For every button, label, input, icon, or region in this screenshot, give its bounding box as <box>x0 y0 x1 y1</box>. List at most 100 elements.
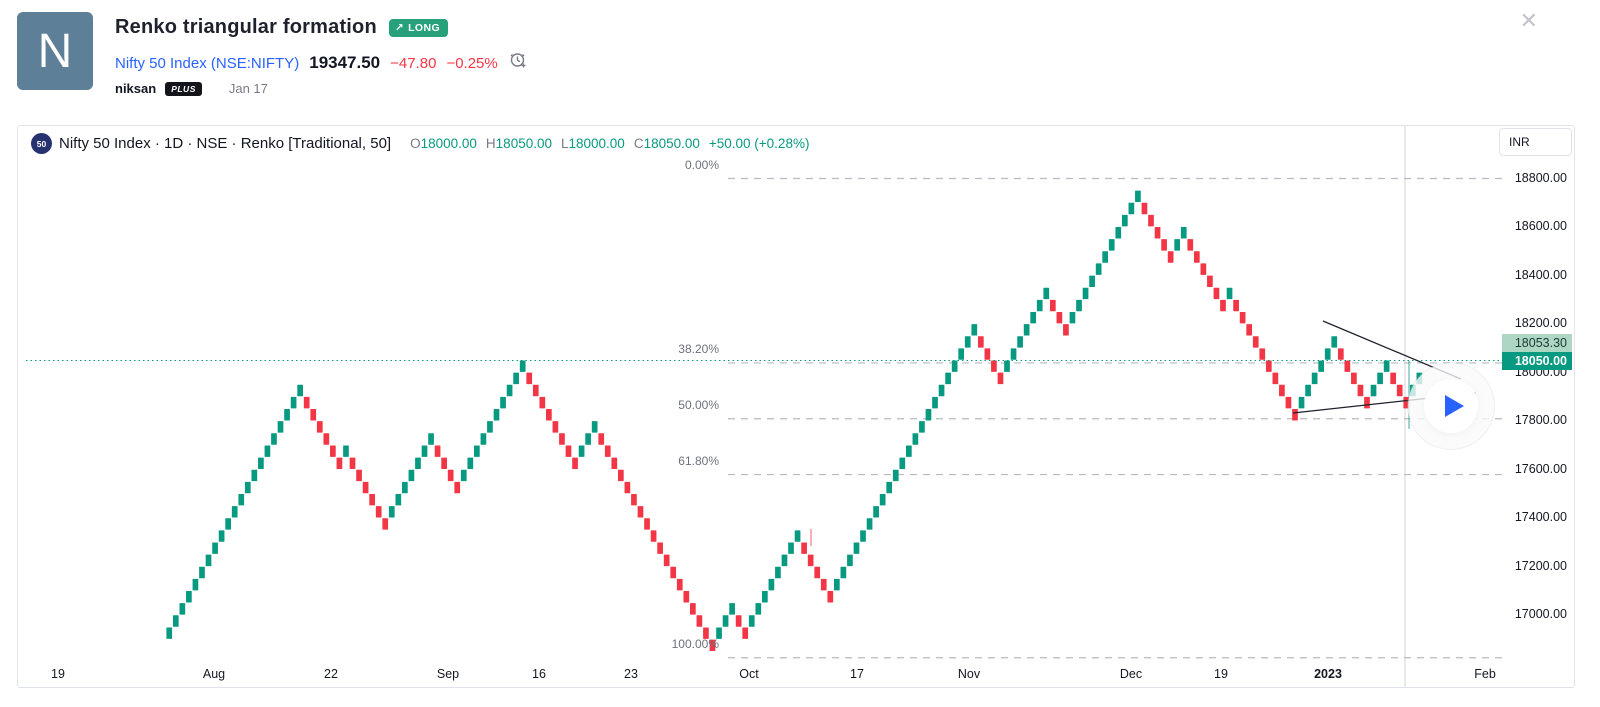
fib-level-label[interactable]: 38.20% <box>678 341 719 356</box>
renko-brick <box>395 493 402 506</box>
renko-brick <box>1409 384 1416 397</box>
time-tick-label: Nov <box>957 667 981 681</box>
symbol-link[interactable]: Nifty 50 Index (NSE:NIFTY) <box>115 55 300 72</box>
renko-brick <box>1200 263 1207 275</box>
renko-brick <box>1167 251 1174 263</box>
renko-brick <box>179 603 186 615</box>
renko-brick <box>408 469 415 482</box>
time-tick-label: 2023 <box>1314 667 1342 681</box>
renko-chart-canvas <box>26 126 1504 687</box>
renko-brick <box>1377 372 1383 385</box>
renko-brick <box>1265 360 1272 372</box>
renko-brick <box>1416 372 1423 385</box>
renko-brick <box>506 384 513 397</box>
renko-brick <box>532 384 539 397</box>
price-tick-label: 18600.00 <box>1514 219 1567 234</box>
renko-brick <box>166 627 173 639</box>
renko-brick <box>356 469 362 482</box>
renko-brick <box>447 469 454 482</box>
renko-brick <box>526 372 533 385</box>
renko-brick <box>611 457 618 469</box>
idea-header: N Renko triangular formation ↗ LONG Nift… <box>17 12 528 96</box>
renko-brick <box>212 542 218 554</box>
renko-brick <box>833 578 840 591</box>
renko-brick <box>984 348 991 360</box>
time-tick-label: Oct <box>739 667 759 681</box>
renko-brick <box>991 360 997 372</box>
renko-brick <box>382 518 389 530</box>
renko-brick <box>1030 311 1037 324</box>
renko-brick <box>905 445 912 457</box>
renko-brick <box>428 433 434 445</box>
renko-brick <box>1128 202 1135 215</box>
renko-brick <box>873 506 879 518</box>
long-direction-badge[interactable]: ↗ LONG <box>388 18 449 37</box>
price-change: −47.80 <box>390 55 437 72</box>
renko-brick <box>1364 396 1370 409</box>
fib-level-label[interactable]: 61.80% <box>678 453 719 468</box>
renko-brick <box>892 469 899 482</box>
renko-brick <box>1298 396 1305 409</box>
renko-brick <box>1141 202 1148 215</box>
renko-brick <box>775 566 781 579</box>
renko-brick <box>1121 214 1128 227</box>
renko-brick <box>1076 299 1082 312</box>
author-link[interactable]: niksan <box>115 81 157 96</box>
publish-date: Jan 17 <box>228 81 268 96</box>
currency-button[interactable]: INR <box>1499 128 1572 156</box>
renko-brick <box>618 469 624 482</box>
price-badge-last: 18050.00 <box>1502 352 1572 370</box>
renko-brick <box>1213 287 1220 300</box>
renko-brick <box>977 336 984 348</box>
renko-brick <box>552 421 559 433</box>
renko-brick <box>323 433 330 445</box>
fib-level-label[interactable]: 0.00% <box>684 157 719 172</box>
renko-brick <box>1403 396 1410 409</box>
renko-brick <box>1056 311 1063 324</box>
renko-brick <box>814 566 821 579</box>
renko-brick <box>971 324 978 336</box>
price-tick-label: 18800.00 <box>1514 170 1567 185</box>
renko-brick <box>1063 324 1069 336</box>
renko-brick <box>925 409 932 421</box>
renko-brick <box>945 372 951 385</box>
time-tick-label: Sep <box>436 667 460 681</box>
long-badge-label: LONG <box>408 21 441 34</box>
legend-title: Nifty 50 Index · 1D · NSE · Renko [Tradi… <box>59 135 392 152</box>
renko-brick <box>251 469 258 482</box>
play-button[interactable] <box>1424 379 1478 433</box>
renko-brick <box>631 493 637 506</box>
renko-brick <box>1285 396 1292 409</box>
fib-level-label[interactable]: 50.00% <box>678 397 719 412</box>
renko-brick <box>794 530 801 542</box>
renko-brick <box>690 603 696 615</box>
close-icon[interactable]: ✕ <box>1519 8 1538 33</box>
alert-clock-icon[interactable] <box>508 50 528 74</box>
renko-brick <box>192 578 199 591</box>
avatar[interactable]: N <box>17 12 93 90</box>
renko-brick <box>1259 348 1266 360</box>
renko-brick <box>768 578 775 591</box>
renko-brick <box>899 457 906 469</box>
page-title: Renko triangular formation <box>115 16 377 38</box>
renko-brick <box>919 421 925 433</box>
renko-brick <box>1390 372 1397 385</box>
time-tick-label: 23 <box>624 667 638 681</box>
trendline-upper-descending[interactable] <box>1322 320 1462 380</box>
renko-brick <box>676 578 683 591</box>
renko-brick <box>1043 287 1050 300</box>
renko-brick <box>670 566 677 579</box>
renko-brick <box>284 409 290 421</box>
renko-brick <box>349 457 356 469</box>
renko-brick <box>1036 299 1043 312</box>
renko-bricks <box>166 190 1423 651</box>
chart-legend: 50 Nifty 50 Index · 1D · NSE · Renko [Tr… <box>31 133 809 154</box>
price-tick-label: 17800.00 <box>1514 413 1567 428</box>
renko-brick <box>1187 239 1194 251</box>
renko-brick <box>225 518 232 530</box>
chart-card: 50 Nifty 50 Index · 1D · NSE · Renko [Tr… <box>17 125 1575 688</box>
fib-level-label[interactable]: 100.00% <box>671 636 719 651</box>
renko-brick <box>1318 360 1325 372</box>
renko-brick <box>729 603 735 615</box>
renko-brick <box>519 360 526 372</box>
